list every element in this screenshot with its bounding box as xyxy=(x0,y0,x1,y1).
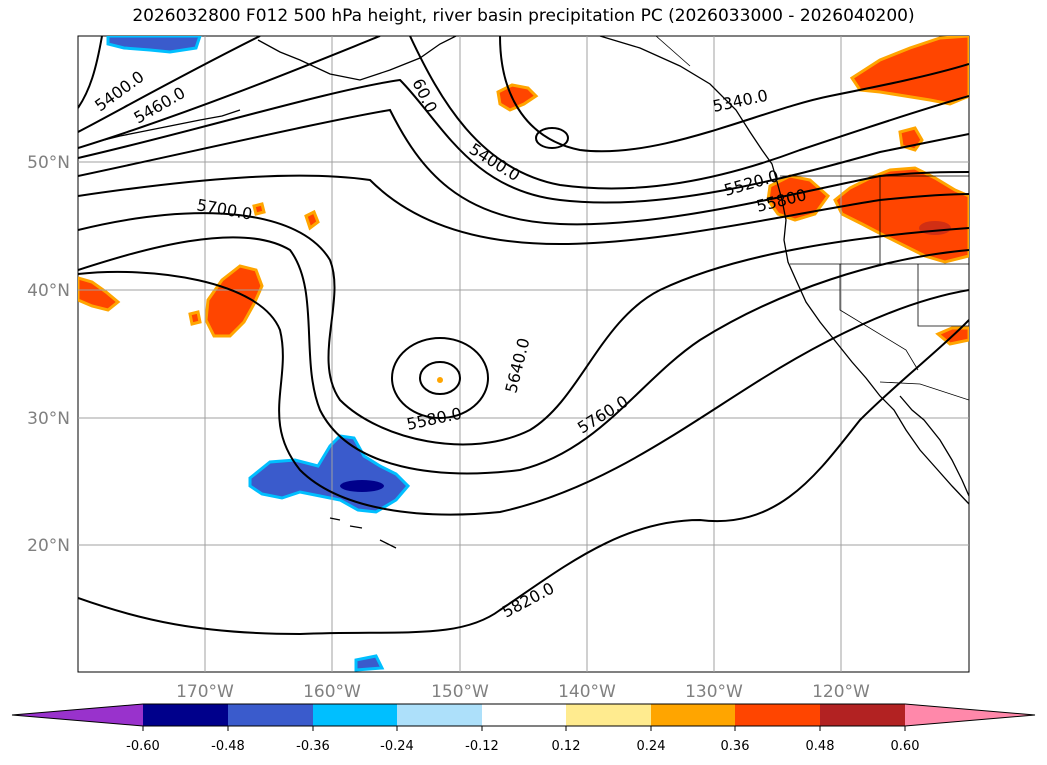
contour-5760 xyxy=(78,270,969,516)
colorbar-segment-pos-036-048 xyxy=(735,704,820,726)
coast-alaska xyxy=(257,36,457,81)
contour-5700 xyxy=(78,236,969,475)
contour-5580-upper xyxy=(78,36,381,149)
precip-area-south xyxy=(354,654,385,672)
colorbar-segment-pos-048-060 xyxy=(820,704,905,726)
colorbar: -0.60 -0.48 -0.36 -0.24 -0.12 0.12 0.24 … xyxy=(11,703,1036,754)
precip-area-oregon-coast xyxy=(766,174,831,222)
lon-label-170w: 170°W xyxy=(176,682,234,702)
colorbar-high-extension xyxy=(905,704,1035,726)
colorbar-tick-pos-024: 0.24 xyxy=(637,739,666,754)
coastlines xyxy=(103,36,969,549)
coast-aleutian-chain xyxy=(103,109,241,141)
contour-5400-northwest xyxy=(78,36,103,109)
map-frame xyxy=(77,35,970,673)
height-contours xyxy=(78,36,969,636)
border-alaska-canada xyxy=(655,36,691,67)
colorbar-segment-pos-024-036 xyxy=(651,704,735,726)
precip-area-pacific-nw xyxy=(833,166,969,264)
colorbar-segment-neg-024-012 xyxy=(397,704,482,726)
contour-5460-northwest xyxy=(78,36,261,133)
colorbar-segment-pos-012-024 xyxy=(566,704,651,726)
precip-area-small-2 xyxy=(252,202,266,216)
colorbar-tick-labels: -0.60 -0.48 -0.36 -0.24 -0.12 0.12 0.24 … xyxy=(126,739,919,754)
border-us-states-4 xyxy=(839,264,919,371)
contour-5820 xyxy=(78,319,969,636)
colorbar-low-extension xyxy=(12,704,143,726)
lat-label-20n: 20°N xyxy=(27,536,70,556)
coast-west-us xyxy=(775,177,969,505)
longitude-labels: 170°W 160°W 150°W 140°W 130°W 120°W xyxy=(176,682,870,702)
graticule xyxy=(78,36,969,672)
contour-5520 xyxy=(78,108,969,226)
lat-label-30n: 30°N xyxy=(27,409,70,429)
colorbar-segment-neutral xyxy=(482,704,566,726)
colorbar-tick-pos-036: 0.36 xyxy=(721,739,750,754)
precip-area-small-1 xyxy=(304,209,320,231)
precip-area-hawaii xyxy=(248,434,411,514)
borders xyxy=(655,36,969,401)
precip-area-aleutian xyxy=(106,36,202,54)
colorbar-tick-neg-036: -0.36 xyxy=(296,739,330,754)
colorbar-segment-neg-048-036 xyxy=(228,704,313,726)
lon-label-140w: 140°W xyxy=(558,682,616,702)
precip-area-small-3 xyxy=(188,310,202,326)
contour-5400-trough xyxy=(409,36,969,190)
contour-closed-low-north xyxy=(535,127,569,149)
colorbar-tick-neg-048: -0.48 xyxy=(211,739,245,754)
contour-5460-mid xyxy=(78,78,969,204)
precip-core-nw xyxy=(919,221,951,235)
colorbar-tick-neg-012: -0.12 xyxy=(465,739,499,754)
colorbar-tick-pos-012: 0.12 xyxy=(552,739,581,754)
contour-closed-low-outer xyxy=(391,337,489,419)
precip-area-dateline xyxy=(78,276,121,312)
lon-label-130w: 130°W xyxy=(685,682,743,702)
contour-5580 xyxy=(78,174,969,246)
contour-5340 xyxy=(499,36,969,153)
contour-5640-upper xyxy=(78,212,969,446)
precip-core-hawaii xyxy=(340,480,384,492)
precip-negative-areas xyxy=(106,36,411,672)
colorbar-tick-pos-060: 0.60 xyxy=(891,739,920,754)
lat-label-40n: 40°N xyxy=(27,281,70,301)
colorbar-segment-neg-060-048 xyxy=(143,704,228,726)
lon-label-150w: 150°W xyxy=(431,682,489,702)
border-us-states-2 xyxy=(917,264,969,327)
precip-area-west-pacific xyxy=(204,264,264,338)
coast-baja xyxy=(899,395,969,497)
lon-label-120w: 120°W xyxy=(812,682,870,702)
precip-dot-center xyxy=(437,377,443,383)
colorbar-tick-neg-024: -0.24 xyxy=(380,739,414,754)
precip-area-canada-coast xyxy=(849,36,969,106)
contour-closed-low-inner xyxy=(419,361,461,395)
colorbar-tick-neg-060: -0.60 xyxy=(126,739,160,754)
coast-alaska-panhandle xyxy=(599,36,777,179)
colorbar-segment-neg-036-024 xyxy=(313,704,397,726)
latitude-labels: 50°N 40°N 30°N 20°N xyxy=(27,153,70,556)
map-title: 2026032800 F012 500 hPa height, river ba… xyxy=(132,6,915,26)
colorbar-ticks xyxy=(142,726,906,731)
lon-label-160w: 160°W xyxy=(303,682,361,702)
coast-hawaii-islands xyxy=(329,517,397,549)
lat-label-50n: 50°N xyxy=(27,153,70,173)
precip-area-gulf-alaska xyxy=(496,83,539,112)
colorbar-tick-pos-048: 0.48 xyxy=(806,739,835,754)
border-us-mexico xyxy=(879,381,969,401)
precip-positive-areas xyxy=(78,36,969,346)
